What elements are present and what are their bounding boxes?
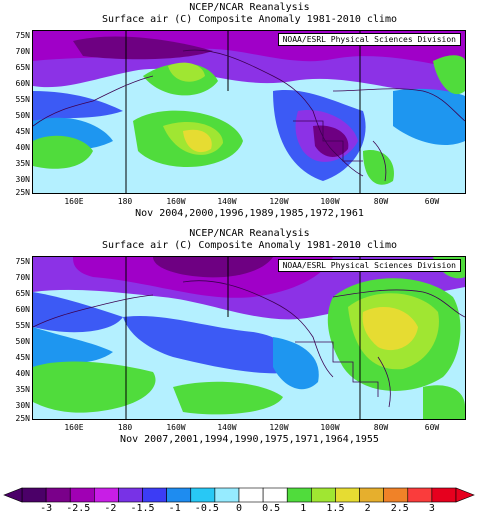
colorbar-tick-label: 0.5 bbox=[262, 503, 281, 514]
lon-label: 120W bbox=[269, 423, 289, 432]
lat-label: 55N bbox=[15, 321, 30, 330]
colorbar-tick-label: 0 bbox=[235, 503, 243, 514]
lon-label: 80W bbox=[373, 197, 389, 206]
colorbar-tick-label: -3 bbox=[40, 503, 53, 514]
lon-label: 80W bbox=[373, 423, 389, 432]
lat-label: 65N bbox=[15, 63, 30, 72]
lat-label: 75N bbox=[15, 257, 30, 266]
lat-label: 75N bbox=[15, 31, 30, 40]
colorbar-cell bbox=[45, 487, 71, 503]
lat-label: 25N bbox=[15, 188, 30, 197]
lat-label: 35N bbox=[15, 385, 30, 394]
colorbar-cell bbox=[118, 487, 143, 503]
colorbar-tick-label: 2.5 bbox=[390, 503, 409, 514]
lat-label: 50N bbox=[15, 111, 30, 120]
lon-label: 160E bbox=[64, 423, 84, 432]
colorbar-cell bbox=[286, 487, 312, 503]
lat-label: 65N bbox=[15, 289, 30, 298]
lat-label: 45N bbox=[15, 127, 30, 136]
lon-label: 180 bbox=[117, 423, 133, 432]
colorbar-cell bbox=[214, 487, 240, 503]
colorbar-tick-label: -1 bbox=[168, 503, 181, 514]
lat-label: 30N bbox=[15, 401, 30, 410]
lon-label: 160E bbox=[64, 197, 84, 206]
colorbar-tick-label: -0.5 bbox=[194, 503, 219, 514]
colorbar-high-arrow bbox=[455, 487, 475, 503]
lat-label: 25N bbox=[15, 414, 30, 423]
colorbar-cell bbox=[335, 487, 360, 503]
colorbar-cell bbox=[238, 487, 264, 503]
colorbar-tick-label: -1.5 bbox=[130, 503, 155, 514]
colorbar-cell bbox=[359, 487, 384, 503]
panel1-title-line1: NCEP/NCAR Reanalysis bbox=[189, 2, 310, 13]
colorbar-cell bbox=[431, 487, 457, 503]
colorbar-low-arrow bbox=[3, 487, 23, 503]
colorbar-tick-label: -2.5 bbox=[66, 503, 91, 514]
panel1-title-line2: Surface air (C) Composite Anomaly 1981-2… bbox=[101, 14, 397, 25]
lat-label: 50N bbox=[15, 337, 30, 346]
colorbar-cell bbox=[142, 487, 167, 503]
colorbar-cell bbox=[94, 487, 119, 503]
lon-label: 100W bbox=[320, 423, 340, 432]
lon-label: 120W bbox=[269, 197, 289, 206]
lat-label: 70N bbox=[15, 47, 30, 56]
panel2-title-line1: NCEP/NCAR Reanalysis bbox=[189, 228, 310, 239]
colorbar-cell bbox=[407, 487, 433, 503]
lon-label: 60W bbox=[424, 197, 440, 206]
lat-label: 70N bbox=[15, 273, 30, 282]
colorbar-cell bbox=[166, 487, 192, 503]
colorbar-tick-label: -2 bbox=[104, 503, 117, 514]
colorbar-tick-label: 1 bbox=[300, 503, 307, 514]
lat-label: 60N bbox=[15, 79, 30, 88]
colorbar-cell bbox=[190, 487, 216, 503]
lon-label: 160W bbox=[166, 197, 186, 206]
panel2-anomaly-map: NOAA/ESRL Physical Sciences Division bbox=[32, 256, 466, 420]
colorbar-tick-label: 1.5 bbox=[326, 503, 345, 514]
lat-label: 40N bbox=[15, 369, 30, 378]
colorbar-cell bbox=[21, 487, 47, 503]
panel2-title-line2: Surface air (C) Composite Anomaly 1981-2… bbox=[101, 240, 397, 251]
lat-label: 60N bbox=[15, 305, 30, 314]
lat-label: 40N bbox=[15, 143, 30, 152]
lat-label: 35N bbox=[15, 159, 30, 168]
lon-label: 100W bbox=[320, 197, 340, 206]
lon-label: 60W bbox=[424, 423, 440, 432]
lat-label: 55N bbox=[15, 95, 30, 104]
lon-label: 180 bbox=[117, 197, 133, 206]
lon-label: 140W bbox=[217, 197, 237, 206]
lat-label: 45N bbox=[15, 353, 30, 362]
lon-label: 160W bbox=[166, 423, 186, 432]
panel2-credit-box: NOAA/ESRL Physical Sciences Division bbox=[277, 259, 461, 272]
colorbar bbox=[3, 487, 475, 503]
colorbar-tick-label: 2 bbox=[364, 503, 371, 514]
panel2-years-caption: Nov 2007,2001,1994,1990,1975,1971,1964,1… bbox=[120, 434, 379, 445]
colorbar-cell bbox=[311, 487, 336, 503]
colorbar-cell bbox=[383, 487, 409, 503]
panel1-anomaly-map: NOAA/ESRL Physical Sciences Division bbox=[32, 30, 466, 194]
panel1-credit-box: NOAA/ESRL Physical Sciences Division bbox=[277, 33, 461, 46]
colorbar-tick-label: 3 bbox=[428, 503, 435, 514]
colorbar-cell bbox=[262, 487, 288, 503]
colorbar-cell bbox=[69, 487, 95, 503]
panel1-years-caption: Nov 2004,2000,1996,1989,1985,1972,1961 bbox=[135, 208, 364, 219]
lat-label: 30N bbox=[15, 175, 30, 184]
lon-label: 140W bbox=[217, 423, 237, 432]
